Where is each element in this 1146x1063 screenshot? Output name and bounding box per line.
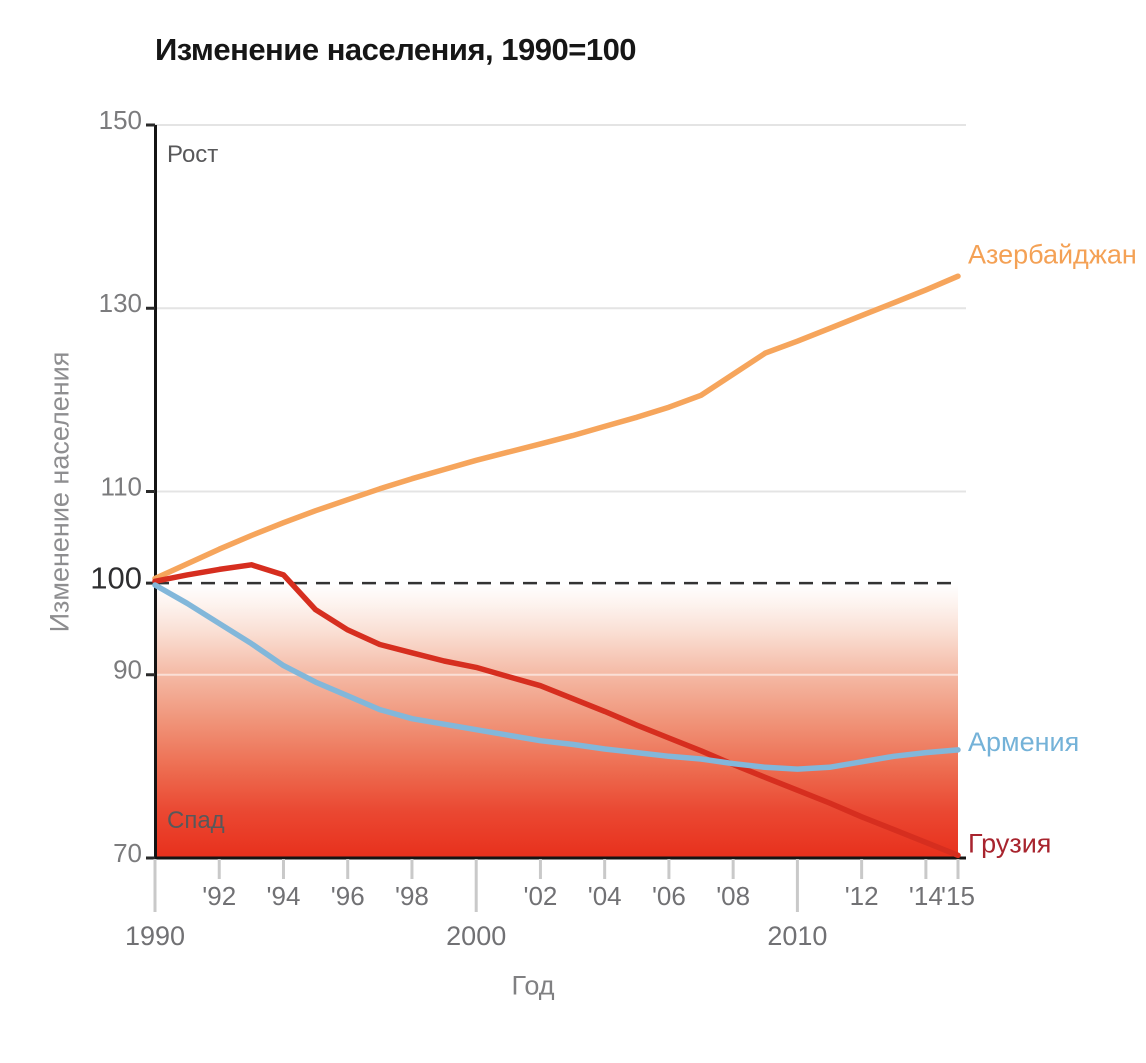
y-tick-label-70: 70: [113, 838, 142, 868]
y-tick-label-150: 150: [99, 105, 142, 135]
x-tick-label-1996: '96: [331, 881, 365, 911]
y-axis-title: Изменение населения: [44, 351, 75, 633]
x-tick-label-2012: '12: [845, 881, 879, 911]
decline-gradient-area: [155, 584, 958, 858]
y-tick-label-130: 130: [99, 288, 142, 318]
growth-zone-label: Рост: [167, 141, 219, 168]
x-tick-label-1990: 1990: [125, 921, 185, 951]
line-georgia: [152, 562, 961, 859]
y-tick-label-90: 90: [113, 655, 142, 685]
x-tick-label-1992: '92: [202, 881, 236, 911]
x-tick-label-2015: '15: [941, 881, 975, 911]
x-tick-label-1994: '94: [267, 881, 301, 911]
y-tick-label-100: 100: [90, 560, 142, 595]
line-azerbaijan: [152, 273, 961, 582]
x-tick-label-2002: '02: [523, 881, 557, 911]
y-tick-label-110: 110: [101, 471, 142, 501]
line-armenia: [152, 582, 961, 772]
x-tick-label-2014: '14: [909, 881, 943, 911]
x-tick-label-2010: 2010: [767, 921, 827, 951]
series-label-azerbaijan: Азербайджан: [968, 239, 1137, 269]
x-axis-title: Год: [511, 970, 555, 1001]
series-label-armenia: Армения: [968, 727, 1079, 757]
x-tick-label-2006: '06: [652, 881, 686, 911]
decline-zone-label: Спад: [167, 807, 225, 834]
chart-title: Изменение населения, 1990=100: [155, 32, 637, 67]
x-tick-label-2008: '08: [716, 881, 750, 911]
x-tick-label-1998: '98: [395, 881, 429, 911]
series-label-georgia: Грузия: [968, 828, 1051, 858]
x-tick-label-2004: '04: [588, 881, 622, 911]
x-tick-label-2000: 2000: [446, 921, 506, 951]
